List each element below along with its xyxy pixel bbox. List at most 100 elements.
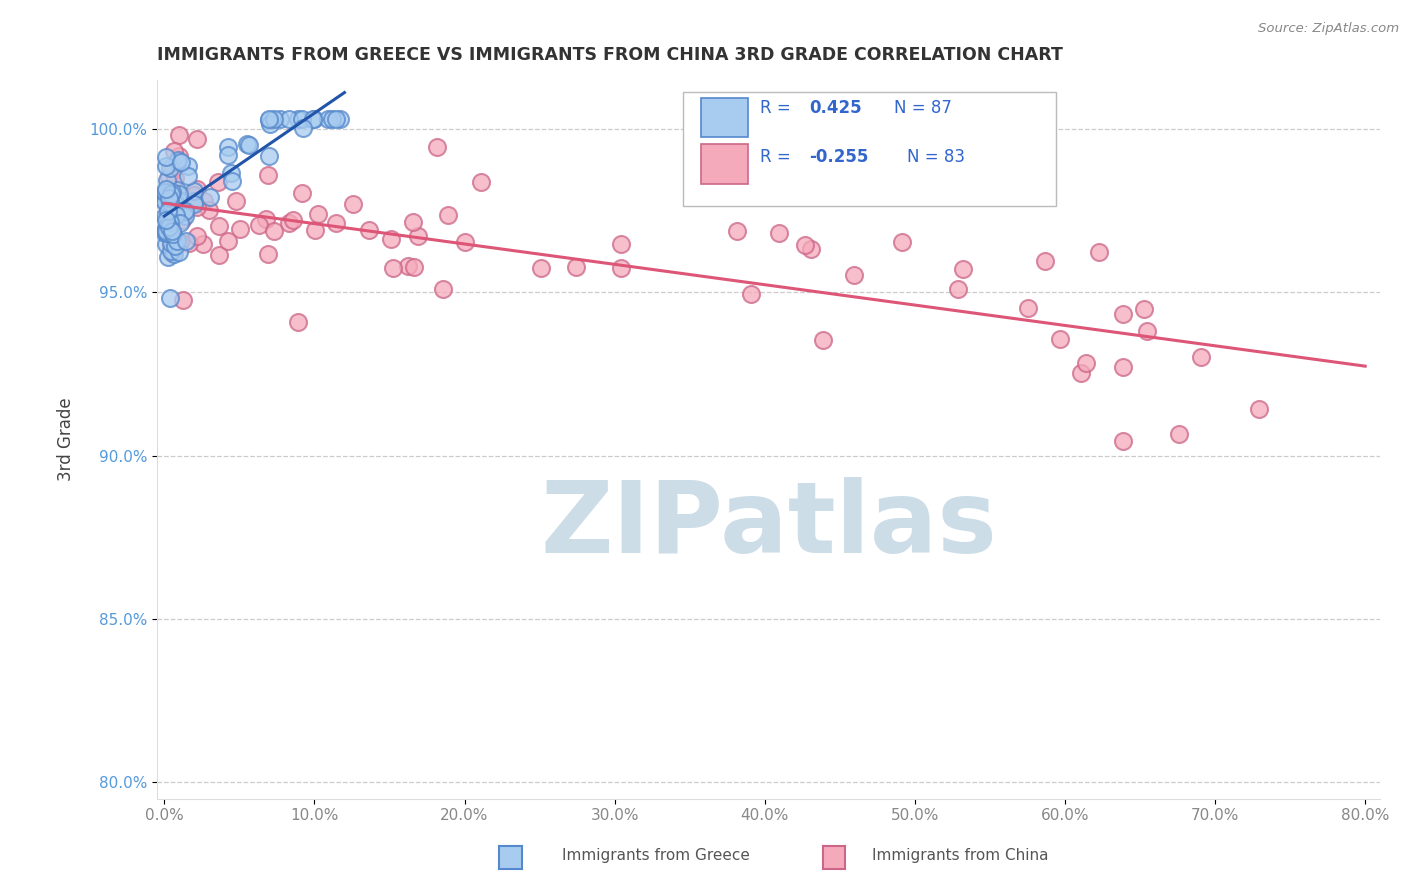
- FancyBboxPatch shape: [702, 145, 748, 184]
- Point: [1033, 254, 1056, 268]
- Point: [159, 214, 181, 228]
- Point: [183, 188, 205, 202]
- Point: [225, 194, 247, 208]
- Point: [1070, 366, 1092, 380]
- Point: [321, 112, 343, 126]
- Point: [406, 229, 429, 244]
- Point: [263, 224, 285, 238]
- Point: [304, 112, 326, 126]
- Point: [169, 216, 191, 230]
- Point: [470, 175, 492, 189]
- Point: [172, 206, 194, 220]
- Point: [172, 189, 194, 203]
- Point: [302, 112, 325, 126]
- Point: [172, 213, 194, 227]
- Text: ZIPatlas: ZIPatlas: [540, 477, 997, 574]
- FancyBboxPatch shape: [702, 97, 748, 137]
- Point: [1076, 356, 1098, 370]
- Point: [165, 208, 187, 222]
- Point: [183, 184, 205, 198]
- Point: [156, 173, 179, 187]
- Point: [174, 209, 197, 223]
- Point: [155, 150, 177, 164]
- Point: [259, 117, 281, 131]
- Point: [162, 185, 184, 199]
- Point: [163, 192, 186, 206]
- Y-axis label: 3rd Grade: 3rd Grade: [58, 398, 75, 481]
- Point: [159, 291, 181, 305]
- Point: [256, 168, 278, 182]
- Point: [163, 247, 186, 261]
- Point: [159, 224, 181, 238]
- Point: [208, 248, 231, 262]
- Point: [530, 260, 553, 275]
- Point: [155, 190, 177, 204]
- Point: [217, 234, 239, 248]
- Point: [307, 207, 329, 221]
- Point: [155, 194, 177, 208]
- Point: [193, 194, 215, 208]
- Point: [186, 200, 208, 214]
- Point: [813, 333, 835, 347]
- Point: [291, 120, 314, 135]
- Point: [217, 140, 239, 154]
- Point: [156, 203, 179, 218]
- Point: [177, 169, 200, 183]
- Point: [160, 224, 183, 238]
- Point: [1168, 427, 1191, 442]
- Point: [221, 174, 243, 188]
- Point: [183, 194, 205, 208]
- Point: [191, 237, 214, 252]
- Point: [155, 187, 177, 202]
- Point: [155, 224, 177, 238]
- Point: [402, 215, 425, 229]
- Point: [432, 282, 454, 296]
- Point: [159, 215, 181, 229]
- Point: [1112, 307, 1135, 321]
- Point: [155, 226, 177, 240]
- Point: [229, 222, 252, 236]
- Point: [179, 235, 201, 250]
- Point: [287, 315, 309, 329]
- Point: [740, 286, 762, 301]
- Point: [157, 169, 180, 184]
- Point: [277, 216, 299, 230]
- Point: [208, 219, 231, 234]
- Text: R =: R =: [759, 148, 790, 167]
- Point: [155, 159, 177, 173]
- Point: [257, 113, 280, 128]
- Point: [952, 262, 974, 277]
- Point: [155, 236, 177, 251]
- Point: [159, 193, 181, 207]
- Text: IMMIGRANTS FROM GREECE VS IMMIGRANTS FROM CHINA 3RD GRADE CORRELATION CHART: IMMIGRANTS FROM GREECE VS IMMIGRANTS FRO…: [157, 46, 1063, 64]
- Point: [186, 181, 208, 195]
- Point: [800, 242, 823, 256]
- Point: [382, 261, 405, 276]
- Point: [325, 216, 347, 230]
- Point: [153, 222, 176, 236]
- Point: [162, 235, 184, 249]
- Point: [197, 203, 219, 218]
- Point: [167, 244, 190, 259]
- Point: [157, 220, 180, 235]
- Point: [160, 239, 183, 253]
- Point: [159, 161, 181, 176]
- Point: [794, 238, 817, 252]
- Point: [155, 182, 177, 196]
- Point: [454, 235, 477, 249]
- Point: [160, 244, 183, 258]
- Point: [610, 261, 633, 276]
- Point: [257, 112, 280, 126]
- Point: [153, 194, 176, 209]
- Point: [159, 195, 181, 210]
- Point: [157, 202, 180, 216]
- Point: [357, 222, 380, 236]
- Point: [426, 140, 449, 154]
- Point: [186, 228, 208, 243]
- Point: [157, 190, 180, 204]
- Point: [1087, 245, 1109, 260]
- Point: [159, 236, 181, 251]
- Point: [155, 212, 177, 227]
- Text: R =: R =: [759, 100, 790, 118]
- Point: [281, 213, 304, 227]
